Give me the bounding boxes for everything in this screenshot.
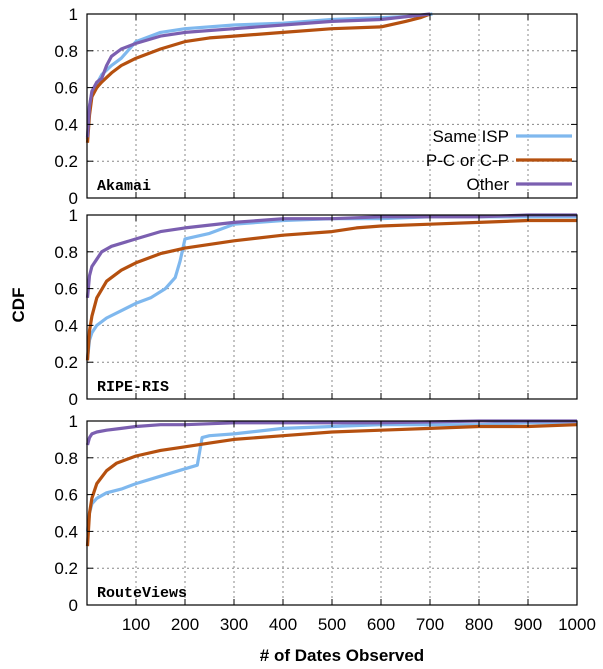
x-tick-label: 100: [122, 615, 150, 634]
y-tick-label: 0: [69, 390, 78, 409]
y-tick-label: 0.2: [54, 152, 78, 171]
series-line-p-c-or-c-p: [85, 218, 577, 361]
x-tick-label: 600: [367, 615, 395, 634]
series-line-other: [85, 12, 431, 138]
y-tick-label: 0.6: [54, 486, 78, 505]
legend-label-same-isp: Same ISP: [432, 127, 509, 146]
y-tick-label: 1: [69, 412, 78, 431]
y-tick-label: 0.2: [54, 559, 78, 578]
y-tick-label: 0: [69, 189, 78, 208]
chart-panels: 0 0.2 0.4 0.6 0.8 1 Akamai Same ISP P-C or C-P Ot…: [54, 5, 596, 634]
x-tick-label: 800: [465, 615, 493, 634]
y-tick-label: 1: [69, 5, 78, 24]
series-line-same-isp: [85, 215, 577, 359]
panel-tag-ripe-ris: RIPE-RIS: [97, 379, 169, 396]
panel-akamai: 0 0.2 0.4 0.6 0.8 1 Akamai Same ISP P-C or C-P Ot…: [54, 5, 578, 208]
series-line-other: [85, 419, 577, 446]
panel-tag-routeviews: RouteViews: [97, 585, 187, 602]
series-line-other: [85, 213, 577, 298]
y-tick-label: 0.4: [54, 316, 78, 335]
legend-label-p-c-or-c-p: P-C or C-P: [426, 151, 509, 170]
x-tick-label: 500: [318, 615, 346, 634]
y-tick-label: 0.4: [54, 522, 78, 541]
x-tick-label: 200: [171, 615, 199, 634]
y-tick-label: 0: [69, 596, 78, 615]
legend: Same ISP P-C or C-P Other: [426, 127, 572, 194]
x-tick-label: 400: [269, 615, 297, 634]
panel-routeviews: 0 0.2 0.4 0.6 0.8 1 100 200 300 400 500 600 700 800 90…: [54, 412, 596, 634]
series-line-p-c-or-c-p: [85, 423, 578, 547]
x-tick-label: 900: [514, 615, 542, 634]
y-tick-label: 0.8: [54, 42, 78, 61]
y-tick-label: 0.8: [54, 243, 78, 262]
y-tick-label: 1: [69, 206, 78, 225]
y-tick-label: 0.2: [54, 353, 78, 372]
y-axis-label: CDF: [9, 288, 28, 323]
series-line-same-isp: [85, 421, 577, 532]
y-tick-label: 0.8: [54, 449, 78, 468]
x-tick-label: 300: [220, 615, 248, 634]
x-axis-label: # of Dates Observed: [260, 646, 424, 665]
panel-tag-akamai: Akamai: [97, 178, 151, 195]
y-tick-label: 0.6: [54, 280, 78, 299]
legend-label-other: Other: [466, 175, 509, 194]
series-line-p-c-or-c-p: [85, 12, 431, 143]
x-tick-label: 1000: [558, 615, 596, 634]
y-tick-label: 0.6: [54, 79, 78, 98]
panel-ripe-ris: 0 0.2 0.4 0.6 0.8 1 RIPE-RIS: [54, 206, 578, 409]
y-tick-label: 0.4: [54, 115, 78, 134]
x-tick-label: 700: [416, 615, 444, 634]
